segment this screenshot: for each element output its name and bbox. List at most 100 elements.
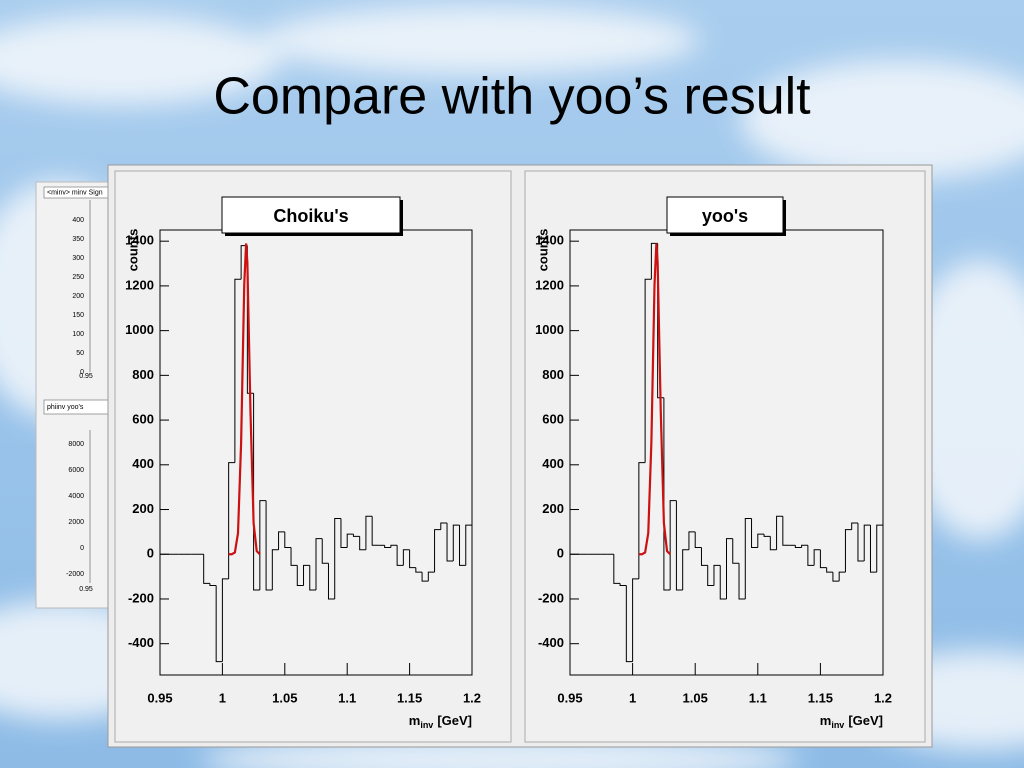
y-axis-label: counts: [125, 229, 140, 272]
x-tick-label: 1.15: [808, 690, 833, 705]
histogram-bin: [465, 524, 472, 566]
y-tick-label: 1200: [535, 277, 564, 292]
x-tick-label: 1.2: [874, 690, 892, 705]
histogram-bin: [851, 522, 858, 530]
y-tick-label: 800: [542, 367, 564, 382]
histogram-bin: [782, 516, 790, 546]
y-tick-label: 1400: [125, 233, 154, 248]
histogram-bin: [826, 567, 833, 573]
x-axis-label-part: inv: [420, 720, 433, 730]
x-tick-label: 1: [219, 690, 226, 705]
histogram-bin: [371, 516, 379, 546]
histogram-bin: [801, 544, 808, 548]
histogram-bin: [259, 500, 267, 591]
histogram-bin: [751, 518, 758, 549]
y-tick-label: 200: [132, 501, 154, 516]
histogram-bin: [857, 522, 865, 562]
histogram-bin: [390, 544, 398, 548]
histogram-bin: [415, 567, 423, 573]
histogram-bin: [688, 531, 696, 550]
histogram-bin: [644, 278, 652, 463]
histogram-bin: [613, 554, 621, 584]
histogram-bin: [296, 565, 304, 587]
y-tick-label: 0: [147, 546, 154, 561]
histogram-bin: [713, 564, 721, 586]
histogram-bin: [726, 538, 733, 599]
y-tick-label: 400: [132, 456, 154, 471]
histogram-bin: [452, 524, 460, 561]
histogram-bin: [421, 572, 429, 582]
title-box: [666, 196, 784, 234]
x-tick-label: 1.15: [397, 690, 422, 705]
back-tick-label: 4000: [68, 493, 84, 500]
x-axis-label-part: m: [409, 713, 421, 728]
chart-title: Choiku's: [273, 206, 348, 226]
back-tick-label: 2000: [68, 519, 84, 526]
x-tick-label: 0.95: [147, 690, 172, 705]
back-tick-label: 0.95: [79, 373, 93, 380]
histogram-bin: [876, 524, 883, 573]
fit-curve: [638, 243, 671, 556]
histogram-bin: [869, 525, 877, 573]
y-tick-label: 800: [132, 367, 154, 382]
histogram-bin: [707, 565, 714, 587]
x-tick-label: 0.95: [557, 690, 582, 705]
plot-frame: [569, 229, 884, 676]
histogram-bin: [352, 534, 360, 537]
histogram-bin: [278, 531, 285, 550]
y-tick-label: -200: [128, 590, 154, 605]
histogram-bin: [832, 572, 840, 582]
histogram-bin: [228, 462, 235, 579]
histogram-bin: [271, 549, 279, 591]
histogram-bin: [757, 533, 765, 548]
back-tick-label: 8000: [68, 441, 84, 448]
x-tick-label: 1.1: [749, 690, 767, 705]
histogram-bin: [744, 517, 752, 599]
y-tick-label: 400: [542, 456, 564, 471]
histogram-bin: [619, 583, 627, 587]
histogram-bin: [221, 578, 229, 662]
back-tick-label: 350: [72, 236, 84, 243]
fit-curve: [228, 243, 261, 556]
histogram-bin: [427, 571, 435, 582]
histogram-bin: [303, 564, 310, 586]
histogram-bin: [359, 536, 366, 551]
histogram-bin: [675, 500, 683, 591]
histogram-bin: [215, 585, 223, 663]
histogram-bin: [315, 538, 323, 591]
y-tick-label: 0: [557, 546, 564, 561]
y-tick-label: 1000: [535, 322, 564, 337]
histogram-bin: [813, 549, 821, 566]
back-tick-label: 0.95: [79, 586, 93, 593]
y-tick-label: -200: [538, 590, 564, 605]
histogram-bin: [838, 571, 846, 582]
x-axis-label: minv [GeV]: [820, 713, 883, 730]
back-title: <minv> minv Sign: [47, 189, 103, 196]
histogram-bin: [769, 536, 777, 551]
back-tick-label: 100: [72, 331, 84, 338]
back-tick-label: 0: [80, 369, 84, 376]
histogram-bin: [284, 531, 292, 549]
chart-title: yoo's: [702, 206, 748, 226]
histogram-bin: [638, 462, 646, 579]
histogram-bin: [694, 531, 702, 549]
histogram-bin: [321, 538, 329, 564]
y-tick-label: 1200: [125, 277, 154, 292]
x-axis-label: minv [GeV]: [409, 713, 472, 730]
histogram-bin: [340, 518, 348, 549]
back-tick-label: 150: [72, 312, 84, 319]
back-tick-label: 50: [76, 350, 84, 357]
histogram-bin: [402, 549, 410, 566]
histogram-bin: [309, 565, 316, 591]
histogram-bin: [625, 585, 633, 663]
histogram-bin: [632, 578, 639, 662]
x-tick-label: 1: [629, 690, 636, 705]
histogram-bin: [327, 563, 335, 600]
plot-frame: [159, 229, 473, 676]
histogram-bin: [290, 547, 298, 566]
x-tick-label: 1.2: [463, 690, 481, 705]
histogram-bin: [807, 545, 815, 566]
back-tick-label: 200: [72, 293, 84, 300]
